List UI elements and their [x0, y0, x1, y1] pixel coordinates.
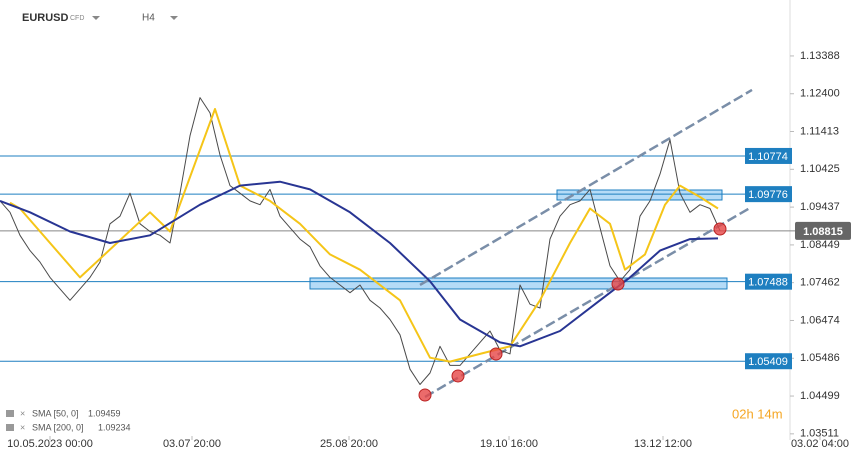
touch-point	[451, 369, 465, 383]
zone	[309, 277, 728, 290]
x-tick-label: 13.12 12:00	[634, 438, 692, 450]
symbol: EURUSD	[22, 12, 69, 24]
level-label-box	[745, 353, 792, 370]
y-tick-label: 1.11413	[800, 125, 839, 137]
y-tick-label: 1.04499	[800, 390, 840, 402]
legend-icon	[6, 424, 14, 431]
legend-name: SMA [200, 0]	[32, 422, 84, 432]
level-label: 1.05409	[748, 356, 788, 368]
y-tick-label: 1.03511	[800, 428, 839, 440]
current-price-box	[795, 221, 851, 240]
level-label-box	[745, 186, 792, 203]
y-tick-label: 1.05486	[800, 352, 840, 364]
y-tick-label: 1.09437	[800, 201, 840, 213]
y-tick-label: 1.12400	[800, 88, 840, 100]
legend-value: 1.09459	[88, 408, 121, 418]
y-tick-label: 1.07462	[800, 277, 840, 289]
level-label: 1.10774	[748, 151, 788, 163]
y-tick-label: 1.10425	[800, 163, 840, 175]
touch-point	[713, 222, 727, 236]
level-label-box	[745, 147, 792, 164]
legend-name: SMA [50, 0]	[32, 408, 79, 418]
current-price-label: 1.08815	[803, 226, 843, 238]
timeframe[interactable]: H4	[142, 13, 155, 24]
dropdown[interactable]	[170, 16, 178, 20]
zone	[556, 189, 723, 201]
touch-point	[611, 277, 625, 291]
x-tick-label: 19.10 16:00	[480, 438, 538, 450]
channel-line	[419, 88, 753, 287]
touch-point	[418, 388, 432, 402]
level-label: 1.09776	[748, 189, 788, 201]
touch-point	[489, 347, 503, 361]
x-tick-label: 10.05.2023 00:00	[7, 438, 93, 450]
y-tick-label: 1.08449	[800, 239, 840, 251]
series-line	[0, 97, 721, 385]
legend-value: 1.09234	[98, 422, 131, 432]
y-tick-label: 1.13388	[800, 50, 840, 62]
x-tick-label: 03.07 20:00	[163, 438, 221, 450]
dropdown[interactable]	[92, 16, 100, 20]
countdown: 02h 14m	[732, 406, 783, 421]
level-label-box	[745, 273, 792, 290]
series-line	[9, 108, 719, 363]
legend-close: ×	[20, 422, 25, 432]
instrument-type[interactable]: CFD	[70, 15, 84, 22]
y-tick-label: 1.06474	[800, 314, 840, 326]
legend-close: ×	[20, 408, 25, 418]
legend-icon	[6, 410, 14, 417]
x-tick-label: 03.02 04:00	[791, 438, 849, 450]
level-label: 1.07488	[748, 277, 788, 289]
x-tick-label: 25.08 20:00	[320, 438, 378, 450]
